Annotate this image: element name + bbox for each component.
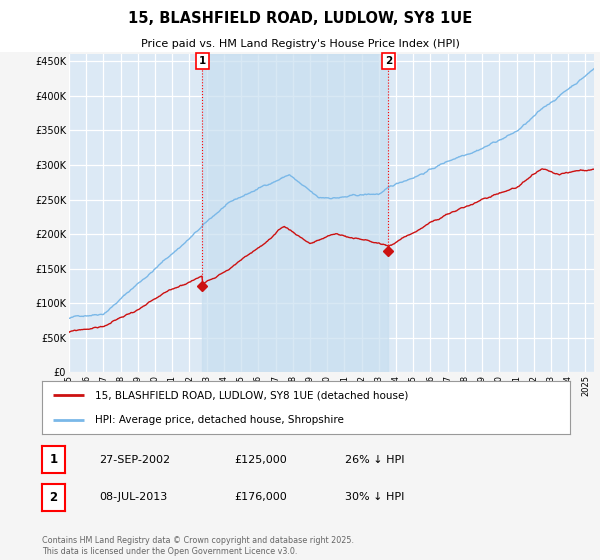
Text: 27-SEP-2002: 27-SEP-2002 [99, 455, 170, 465]
Text: £125,000: £125,000 [234, 455, 287, 465]
Text: 08-JUL-2013: 08-JUL-2013 [99, 492, 167, 502]
Bar [202, 54, 388, 372]
Text: Price paid vs. HM Land Registry's House Price Index (HPI): Price paid vs. HM Land Registry's House … [140, 39, 460, 49]
Text: 26% ↓ HPI: 26% ↓ HPI [345, 455, 404, 465]
Text: 30% ↓ HPI: 30% ↓ HPI [345, 492, 404, 502]
Text: 2: 2 [385, 56, 392, 66]
Text: 15, BLASHFIELD ROAD, LUDLOW, SY8 1UE: 15, BLASHFIELD ROAD, LUDLOW, SY8 1UE [128, 11, 472, 26]
Text: 1: 1 [199, 56, 206, 66]
Text: HPI: Average price, detached house, Shropshire: HPI: Average price, detached house, Shro… [95, 414, 344, 424]
Text: £176,000: £176,000 [234, 492, 287, 502]
Text: 2: 2 [49, 491, 58, 504]
Text: Contains HM Land Registry data © Crown copyright and database right 2025.
This d: Contains HM Land Registry data © Crown c… [42, 536, 354, 556]
Text: 1: 1 [49, 453, 58, 466]
Text: 15, BLASHFIELD ROAD, LUDLOW, SY8 1UE (detached house): 15, BLASHFIELD ROAD, LUDLOW, SY8 1UE (de… [95, 390, 408, 400]
